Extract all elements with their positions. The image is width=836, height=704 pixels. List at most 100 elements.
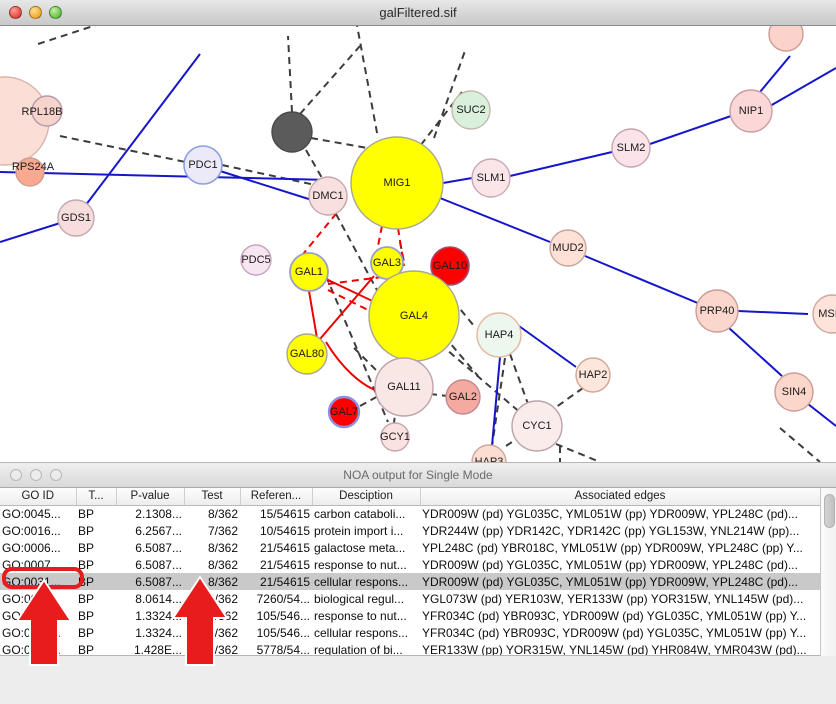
cell-p-value: 6.5087... bbox=[116, 573, 184, 590]
table-row[interactable]: GO:0045... BP 2.1308... 8/362 15/54615 carbon… bbox=[0, 505, 820, 522]
node-unlabeled-topright[interactable] bbox=[768, 26, 804, 52]
cell-associated-edges: YDR009W (pd) YGL035C, YML051W (pp) YDR00… bbox=[422, 557, 798, 572]
node-label-gal3: GAL3 bbox=[373, 257, 401, 269]
network-canvas[interactable]: RPL18B RPS24A GDS1 PDC1 PDC5 DMC1 MIG1 S… bbox=[0, 26, 836, 462]
node-gcy1[interactable] bbox=[380, 422, 410, 452]
node-hap4[interactable] bbox=[476, 312, 522, 358]
node-label-rps24a: RPS24A bbox=[12, 161, 55, 173]
network-graph: RPL18B RPS24A GDS1 PDC1 PDC5 DMC1 MIG1 S… bbox=[0, 26, 836, 462]
cell-go-id: GO:0007... bbox=[2, 557, 61, 572]
network-edges bbox=[0, 26, 836, 462]
table-header-row: GO ID T... P-value Test Referen... Desci… bbox=[0, 488, 821, 506]
node-label-hap2: HAP2 bbox=[579, 369, 608, 381]
cell-go-id: GO:0031... bbox=[2, 625, 61, 640]
node-gal80[interactable] bbox=[286, 333, 328, 375]
node-gal3[interactable] bbox=[370, 246, 404, 280]
cell-type: BP bbox=[78, 625, 95, 640]
panel-title: NOA output for Single Mode bbox=[343, 468, 493, 482]
column-header-go-id[interactable]: GO ID bbox=[0, 488, 77, 506]
node-label-mud2: MUD2 bbox=[552, 242, 583, 254]
node-label-gal4: GAL4 bbox=[400, 310, 428, 322]
cell-reference: 105/546... bbox=[256, 608, 310, 623]
node-label-gcy1: GCY1 bbox=[380, 431, 410, 443]
node-unlabeled-grey[interactable] bbox=[271, 111, 313, 153]
cell-description: protein import i... bbox=[314, 523, 404, 538]
cell-type: BP bbox=[78, 591, 95, 606]
cell-test: 8/362 bbox=[207, 557, 238, 572]
node-label-dmc1: DMC1 bbox=[312, 190, 343, 202]
node-suc2[interactable] bbox=[451, 90, 491, 130]
cell-associated-edges: YFR034C (pd) YBR093C, YDR009W (pd) YGL03… bbox=[422, 625, 807, 640]
node-gal2[interactable] bbox=[445, 379, 481, 415]
close-button[interactable] bbox=[9, 6, 22, 19]
node-gal7[interactable] bbox=[327, 395, 361, 429]
column-header-desciption[interactable]: Desciption bbox=[312, 488, 421, 506]
panel-minimize-button[interactable] bbox=[30, 469, 42, 481]
node-rpl18b[interactable] bbox=[31, 95, 63, 127]
table-row[interactable]: GO:0031... BP 1.3324... 12/362 105/546... res… bbox=[0, 607, 820, 624]
node-gal11[interactable] bbox=[374, 357, 434, 417]
node-label-gal2: GAL2 bbox=[449, 391, 477, 403]
cell-go-id: GO:0050... bbox=[2, 642, 61, 656]
node-nip1[interactable] bbox=[729, 89, 773, 133]
node-dmc1[interactable] bbox=[308, 176, 348, 216]
node-pdc1[interactable] bbox=[183, 145, 223, 185]
panel-zoom-button[interactable] bbox=[50, 469, 62, 481]
table-row[interactable]: GO:0016... BP 6.2567... 7/362 10/54615 protei… bbox=[0, 522, 820, 539]
cell-description: carbon cataboli... bbox=[314, 506, 406, 521]
node-pdc5[interactable] bbox=[240, 244, 272, 276]
node-cyc1[interactable] bbox=[511, 400, 563, 452]
cell-associated-edges: YDR009W (pd) YGL035C, YML051W (pp) YDR00… bbox=[422, 506, 798, 521]
node-hap2[interactable] bbox=[575, 357, 611, 393]
cell-test: 80/362 bbox=[201, 642, 238, 656]
node-mig1[interactable] bbox=[350, 136, 444, 230]
column-header-test[interactable]: Test bbox=[184, 488, 241, 506]
column-header-associated-edges[interactable]: Associated edges bbox=[420, 488, 821, 506]
node-label-slm1: SLM1 bbox=[477, 172, 506, 184]
node-gds1[interactable] bbox=[57, 199, 95, 237]
network-nodes: RPL18B RPS24A GDS1 PDC1 PDC5 DMC1 MIG1 S… bbox=[0, 26, 836, 462]
cell-reference: 7260/54... bbox=[256, 591, 310, 606]
column-header-p-value[interactable]: P-value bbox=[116, 488, 185, 506]
table-row[interactable]: GO:0006... BP 6.5087... 8/362 21/54615 galact… bbox=[0, 539, 820, 556]
table-row[interactable]: GO:0031... BP 1.3324... 11/362 105/546... cel… bbox=[0, 624, 820, 641]
node-gal10[interactable] bbox=[430, 246, 470, 286]
cell-reference: 5778/54... bbox=[256, 642, 310, 656]
cell-type: BP bbox=[78, 506, 95, 521]
minimize-button[interactable] bbox=[29, 6, 42, 19]
cell-go-id: GO:0065... bbox=[2, 591, 61, 606]
cell-description: response to nut... bbox=[314, 557, 407, 572]
results-table-container[interactable]: GO ID T... P-value Test Referen... Desci… bbox=[0, 488, 836, 656]
column-header-reference[interactable]: Referen... bbox=[240, 488, 313, 506]
cell-reference: 15/54615 bbox=[259, 506, 310, 521]
table-vertical-scrollbar[interactable] bbox=[820, 488, 836, 656]
node-label-sin4: SIN4 bbox=[782, 386, 806, 398]
table-row[interactable]: GO:0031... BP 6.5087... 8/362 21/54615 cellul… bbox=[0, 573, 820, 590]
table-row[interactable]: GO:0007... BP 6.5087... 8/362 21/54615 respon… bbox=[0, 556, 820, 573]
node-gal1[interactable] bbox=[289, 252, 329, 292]
panel-close-button[interactable] bbox=[10, 469, 22, 481]
cell-type: BP bbox=[78, 642, 95, 656]
node-mud2[interactable] bbox=[549, 229, 587, 267]
node-hap3[interactable] bbox=[471, 444, 507, 462]
node-prp40[interactable] bbox=[695, 289, 739, 333]
panel-window-controls bbox=[10, 469, 62, 481]
node-slm2[interactable] bbox=[611, 128, 651, 168]
node-slm1[interactable] bbox=[471, 158, 511, 198]
cell-p-value: 6.5087... bbox=[135, 540, 182, 555]
table-row[interactable]: GO:0050... BP 1.428E... 80/362 5778/54... reg… bbox=[0, 641, 820, 656]
table-row[interactable]: GO:0065... BP 8.0614... 94/362 7260/54... bio… bbox=[0, 590, 820, 607]
cell-go-id: GO:0006... bbox=[2, 540, 61, 555]
table-header: GO ID T... P-value Test Referen... Desci… bbox=[0, 488, 821, 506]
node-rps24a[interactable] bbox=[15, 157, 45, 187]
node-msi[interactable] bbox=[812, 294, 836, 334]
scrollbar-thumb[interactable] bbox=[824, 494, 835, 528]
node-sin4[interactable] bbox=[774, 372, 814, 412]
cell-test: 8/362 bbox=[207, 540, 238, 555]
zoom-button[interactable] bbox=[49, 6, 62, 19]
cell-reference: 105/546... bbox=[256, 625, 310, 640]
cell-associated-edges: YPL248C (pd) YBR018C, YML051W (pp) YDR00… bbox=[422, 540, 803, 555]
cell-description: cellular respons... bbox=[314, 625, 409, 640]
column-header-type[interactable]: T... bbox=[76, 488, 117, 506]
